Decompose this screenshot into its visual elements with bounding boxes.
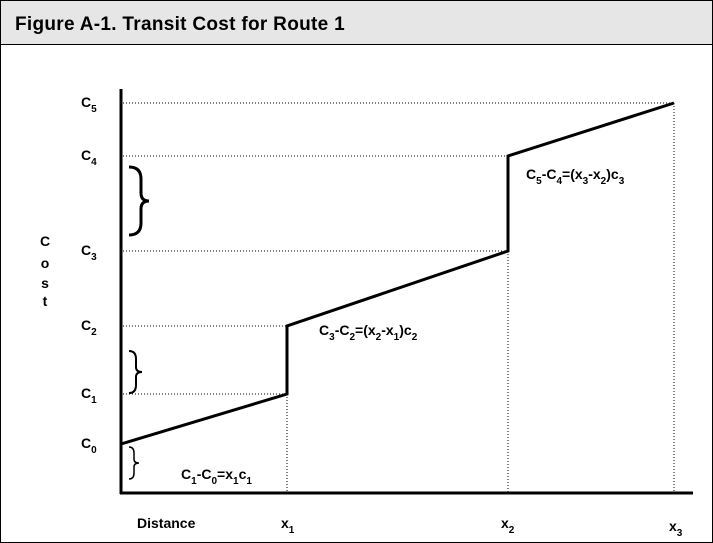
y-axis-label: o (41, 255, 50, 271)
y-axis-label: s (41, 275, 49, 291)
y-label: C5​ (81, 94, 97, 115)
text: x (501, 515, 509, 531)
subscript: 2 (91, 327, 97, 338)
x-label: x1​ (281, 515, 295, 536)
subscript: 2 (509, 525, 515, 536)
subscript: 2 (412, 332, 418, 343)
text: c (239, 466, 247, 482)
text: x (669, 518, 677, 534)
subscript: 3 (677, 528, 683, 539)
text: C (81, 317, 91, 333)
y-label: C1​ (81, 385, 97, 406)
text: C (526, 166, 536, 182)
text: C (81, 147, 91, 163)
subscript: 1 (394, 332, 400, 343)
subscript: 1 (91, 395, 97, 406)
text: =(x (562, 166, 583, 182)
subscript: 4 (91, 157, 97, 168)
y-axis-label: C (40, 233, 50, 249)
y-label: C2​ (81, 317, 97, 338)
text: =x (217, 466, 233, 482)
y-label: C3​ (81, 242, 97, 263)
text: )c (399, 322, 412, 338)
equation: C5​-C4​=(x3​-x2​)c3​ (526, 166, 625, 187)
equation: C3​-C2​=(x2​-x1​)c2​ (319, 322, 418, 343)
subscript: 1 (246, 476, 252, 487)
cost-line (120, 101, 675, 446)
text: C (81, 94, 91, 110)
subscript: 2 (601, 176, 607, 187)
y-axis-label: t (43, 293, 48, 309)
text: x (281, 515, 289, 531)
x-label: x3​ (669, 518, 683, 539)
subscript: 0 (91, 445, 97, 456)
text: C (81, 435, 91, 451)
subscript: 3 (583, 176, 589, 187)
subscript: 5 (536, 176, 542, 187)
subscript: 1 (289, 525, 295, 536)
subscript: 2 (376, 332, 382, 343)
subscript: 3 (329, 332, 335, 343)
text: C (181, 466, 191, 482)
figure-title: Figure A-1. Transit Cost for Route 1 (1, 1, 712, 45)
subscript: 1 (233, 476, 239, 487)
subscript: 1 (191, 476, 197, 487)
subscript: 2 (349, 332, 355, 343)
text: C (81, 242, 91, 258)
text: =(x (355, 322, 376, 338)
text: C (81, 385, 91, 401)
text: )c (606, 166, 619, 182)
text: -x (588, 166, 601, 182)
braces (128, 165, 150, 480)
text: C (319, 322, 329, 338)
guides (123, 102, 675, 492)
text: -C (335, 322, 350, 338)
subscript: 0 (211, 476, 217, 487)
text: -C (197, 466, 212, 482)
text: -x (381, 322, 394, 338)
subscript: 3 (619, 176, 625, 187)
text: -C (542, 166, 557, 182)
x-label: x2​ (501, 515, 515, 536)
y-label: C4​ (81, 147, 97, 168)
x-axis-label: Distance (137, 515, 196, 531)
equation: C1​-C0​=x1​c1​ (181, 466, 252, 487)
y-label: C0​ (81, 435, 97, 456)
subscript: 5 (91, 104, 97, 115)
subscript: 4 (556, 176, 562, 187)
subscript: 3 (91, 252, 97, 263)
